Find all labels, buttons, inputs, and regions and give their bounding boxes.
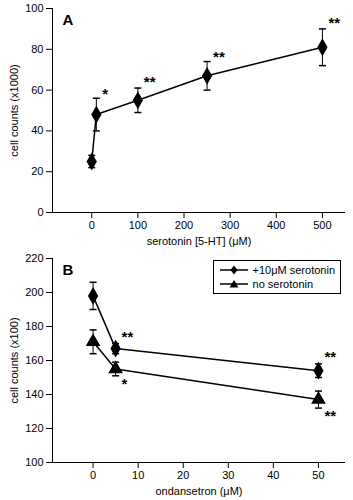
svg-text:cell counts (x1000): cell counts (x1000)	[8, 64, 20, 156]
svg-text:**: **	[324, 348, 336, 365]
svg-text:20: 20	[177, 469, 189, 481]
svg-text:*: *	[122, 375, 128, 392]
svg-text:100: 100	[25, 2, 43, 14]
svg-text:*: *	[102, 85, 108, 102]
html-text:+10μM serotonin: +10μM serotonin	[252, 264, 335, 276]
svg-text:500: 500	[313, 219, 331, 231]
svg-text:B: B	[63, 261, 74, 278]
svg-text:**: **	[328, 14, 340, 31]
svg-text:80: 80	[31, 43, 43, 55]
svg-text:ondansetron (μM): ondansetron (μM)	[155, 485, 242, 497]
svg-text:140: 140	[25, 388, 43, 400]
svg-text:20: 20	[31, 165, 43, 177]
svg-text:**: **	[324, 407, 336, 424]
svg-text:cell counts (x100): cell counts (x100)	[8, 317, 20, 403]
svg-text:**: **	[213, 48, 225, 65]
svg-text:40: 40	[267, 469, 279, 481]
svg-text:**: **	[122, 328, 134, 345]
svg-text:400: 400	[267, 219, 285, 231]
svg-text:serotonin [5-HT] (μM): serotonin [5-HT] (μM)	[147, 235, 252, 247]
svg-text:100: 100	[25, 456, 43, 468]
svg-text:200: 200	[25, 286, 43, 298]
svg-text:0: 0	[37, 206, 43, 218]
svg-text:60: 60	[31, 84, 43, 96]
svg-text:220: 220	[25, 252, 43, 264]
svg-text:0: 0	[90, 469, 96, 481]
svg-text:180: 180	[25, 320, 43, 332]
svg-text:300: 300	[221, 219, 239, 231]
svg-text:100: 100	[129, 219, 147, 231]
svg-text:30: 30	[222, 469, 234, 481]
svg-text:40: 40	[31, 124, 43, 136]
svg-text:0: 0	[89, 219, 95, 231]
svg-text:120: 120	[25, 422, 43, 434]
svg-text:160: 160	[25, 354, 43, 366]
svg-text:10: 10	[132, 469, 144, 481]
html-text:no serotonin: no serotonin	[252, 278, 314, 290]
svg-text:50: 50	[312, 469, 324, 481]
svg-text:A: A	[63, 11, 74, 28]
svg-text:**: **	[144, 73, 156, 90]
svg-text:200: 200	[175, 219, 193, 231]
